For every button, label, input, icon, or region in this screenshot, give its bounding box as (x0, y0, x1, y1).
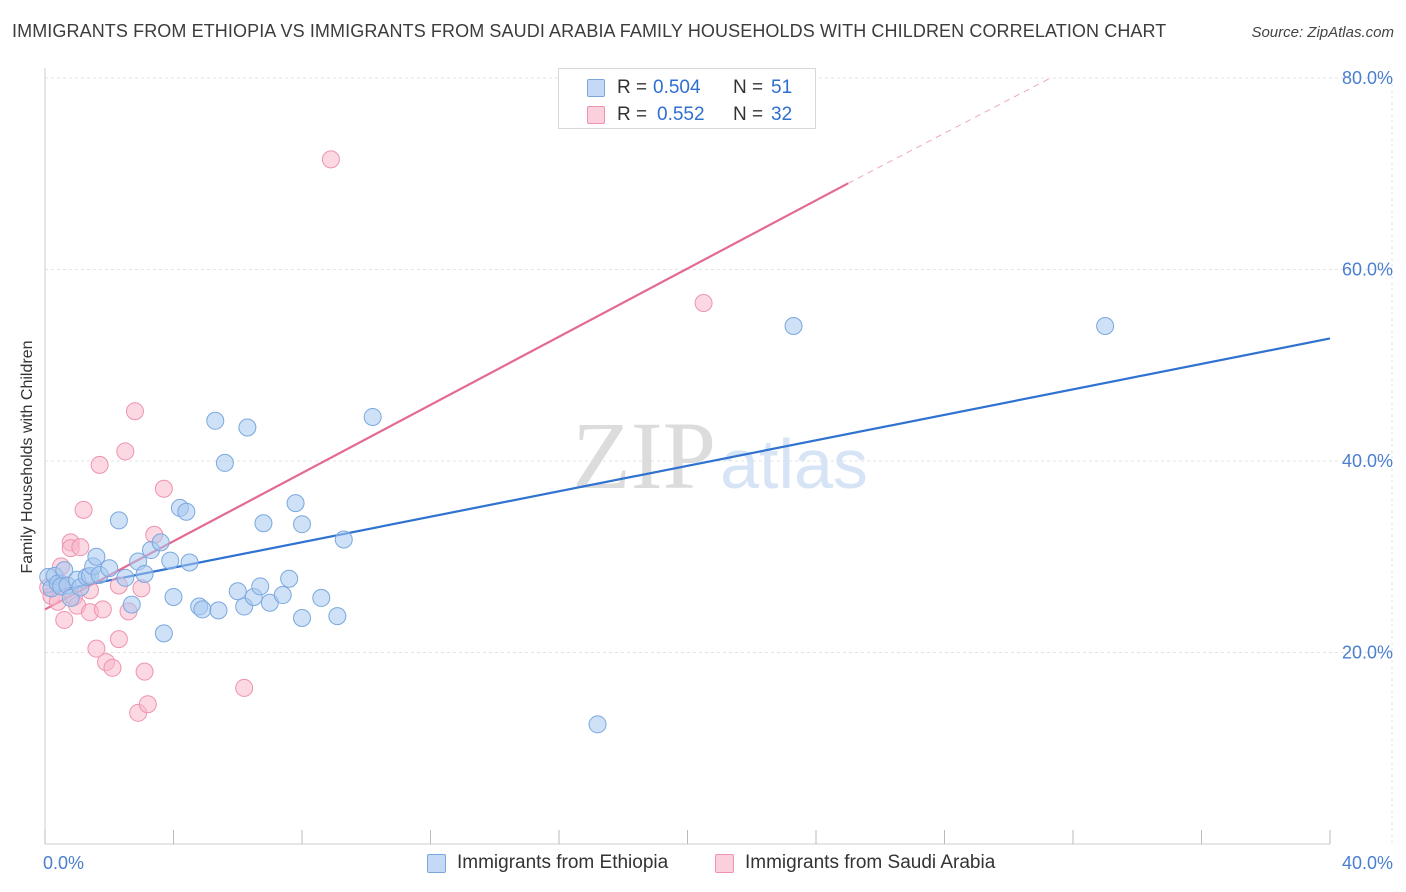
y-axis-label: Family Households with Children (19, 340, 36, 574)
axis-layer (44, 68, 1331, 845)
point-ethiopia (100, 559, 119, 578)
point-ethiopia (1096, 316, 1115, 335)
legend-series: Immigrants from Ethiopia Immigrants from… (0, 852, 1406, 878)
point-ethiopia (273, 586, 292, 605)
trendline-saudi (44, 182, 849, 611)
point-saudi (90, 455, 109, 474)
legend-swatch-ethiopia (587, 79, 605, 97)
y-tick-label: 60.0% (1342, 260, 1393, 280)
point-saudi (103, 658, 122, 677)
point-ethiopia (784, 316, 803, 335)
point-ethiopia (161, 551, 180, 570)
point-ethiopia (180, 553, 199, 572)
chart-source: Source: ZipAtlas.com (1251, 24, 1394, 41)
legend-swatch-saudi (715, 854, 734, 873)
point-ethiopia (312, 588, 331, 607)
ticklabel-layer: 20.0% 40.0% 60.0% 80.0% 0.0% 40.0% (43, 68, 1393, 873)
legend-n-value-ethiopia: 51 (771, 77, 793, 98)
y-tick-label: 20.0% (1342, 643, 1393, 663)
point-ethiopia (254, 514, 273, 533)
trendline-saudi-extension (847, 77, 1051, 184)
point-saudi (74, 500, 93, 519)
trendline-ethiopia (44, 337, 1331, 595)
point-ethiopia (135, 564, 154, 583)
point-saudi (694, 294, 713, 313)
point-saudi (235, 678, 254, 697)
point-ethiopia (363, 407, 382, 426)
x-tick-label-min: 0.0% (43, 853, 84, 873)
point-ethiopia (588, 715, 607, 734)
y-tick-label: 40.0% (1342, 451, 1393, 471)
point-ethiopia (251, 577, 270, 596)
point-saudi (116, 442, 135, 461)
x-tick-label-max: 40.0% (1342, 853, 1393, 873)
point-ethiopia (286, 494, 305, 513)
legend-r-value-ethiopia: 0.504 (653, 77, 701, 98)
point-ethiopia (206, 411, 225, 430)
point-saudi (87, 639, 106, 658)
trend-layer (44, 77, 1331, 611)
grid-layer (45, 77, 1393, 844)
point-saudi (154, 479, 173, 498)
point-ethiopia (87, 547, 106, 566)
point-ethiopia (209, 601, 228, 620)
point-saudi (93, 600, 112, 619)
point-ethiopia (177, 502, 196, 521)
y-tick-label: 80.0% (1342, 68, 1393, 88)
legend-swatch-saudi (587, 106, 605, 124)
point-ethiopia (334, 530, 353, 549)
point-saudi (55, 610, 74, 629)
point-saudi (125, 402, 144, 421)
point-ethiopia (193, 600, 212, 619)
point-ethiopia (109, 511, 128, 530)
legend-n-label: N = (733, 77, 764, 98)
watermark: ZIPatlas (572, 402, 868, 509)
point-saudi (109, 630, 128, 649)
point-ethiopia (228, 582, 247, 601)
legend-correlation: R = 0.504 N = 51 R = 0.552 N = 32 (558, 68, 816, 129)
points-layer (39, 150, 1115, 734)
point-ethiopia (122, 595, 141, 614)
point-ethiopia (154, 624, 173, 643)
point-ethiopia (164, 587, 183, 606)
legend-swatch-ethiopia (427, 854, 446, 873)
legend-label-ethiopia: Immigrants from Ethiopia (457, 852, 669, 873)
point-ethiopia (238, 418, 257, 437)
point-ethiopia (215, 453, 234, 472)
legend-r-label: R = (617, 104, 648, 125)
point-ethiopia (328, 607, 347, 626)
point-ethiopia (116, 568, 135, 587)
point-saudi (71, 538, 90, 557)
legend-n-label: N = (733, 104, 764, 125)
legend-label-saudi: Immigrants from Saudi Arabia (745, 852, 996, 873)
legend-n-value-saudi: 32 (771, 104, 793, 125)
point-ethiopia (151, 533, 170, 552)
point-ethiopia (293, 515, 311, 534)
legend-r-label: R = (617, 77, 648, 98)
point-saudi (321, 150, 340, 169)
point-ethiopia (293, 609, 311, 628)
point-saudi (138, 695, 157, 714)
legend-r-value-saudi: 0.552 (657, 104, 705, 125)
chart-title: IMMIGRANTS FROM ETHIOPIA VS IMMIGRANTS F… (12, 21, 1167, 41)
point-saudi (135, 662, 154, 681)
point-ethiopia (280, 569, 299, 588)
